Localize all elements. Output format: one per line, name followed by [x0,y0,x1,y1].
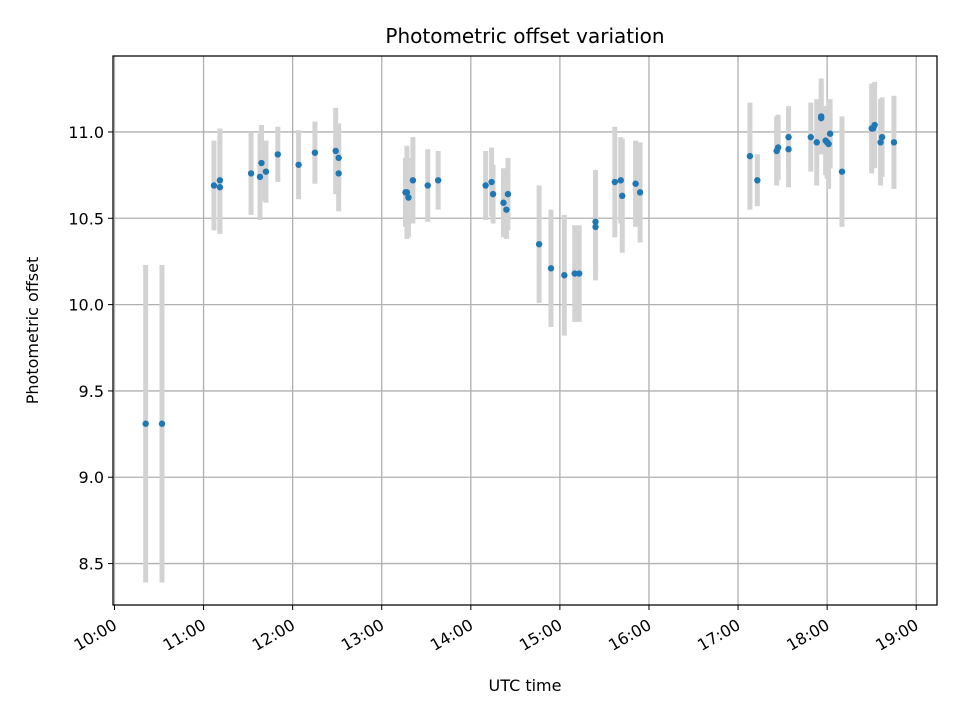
data-point [547,265,555,272]
plot-frame [112,55,938,606]
data-point [500,199,507,206]
y-tick-label: 11.0 [68,123,104,142]
data-point [424,182,431,189]
x-tick-label: 14:00 [427,615,476,655]
data-point [636,189,644,196]
data-point [142,420,149,427]
data-point [409,177,417,184]
data-point [274,151,281,158]
data-point [247,170,255,177]
data-point [774,144,782,151]
y-tick-label: 10.5 [68,209,104,228]
data-point [488,178,495,186]
data-point [571,270,578,277]
data-point [561,272,568,279]
data-point [335,170,342,177]
data-point [335,154,342,162]
data-point [838,168,846,175]
y-tick-label: 8.5 [79,555,104,574]
error-bars [143,78,897,583]
y-tick-label: 10.0 [68,296,104,315]
data-point [826,130,834,137]
data-point [871,121,878,129]
data-point [877,139,884,146]
data-point [258,159,265,167]
data-point [617,177,624,184]
data-point [489,190,497,198]
y-axis-label: Photometric offset [23,257,42,405]
data-point [434,177,442,184]
data-point [482,182,489,189]
data-point [262,168,270,175]
data-point [890,139,898,146]
x-tick-label: 12:00 [249,615,298,655]
data-point [575,270,583,277]
y-tick-label: 9.0 [79,468,104,487]
data-point [210,182,218,189]
x-tick-label: 10:00 [71,615,120,655]
x-tick-label: 17:00 [694,615,743,655]
data-point [754,177,761,184]
x-tick-label: 15:00 [516,615,565,655]
data-point [592,218,599,225]
data-point [785,133,792,141]
x-axis-label: UTC time [489,676,562,695]
data-point [158,420,166,427]
data-point [825,140,832,148]
y-tick-label: 9.5 [79,382,104,401]
x-tick-label: 16:00 [605,615,654,655]
data-point [295,161,302,168]
data-point [619,192,626,200]
data-points [142,113,898,427]
data-point [746,152,754,160]
x-tick-label: 11:00 [160,615,209,655]
data-point [807,133,815,141]
data-point [332,147,339,155]
data-point [256,173,264,181]
data-point [632,180,639,187]
data-point [817,114,825,122]
x-tick-label: 19:00 [872,615,921,655]
data-point [405,194,412,201]
data-point [216,177,224,184]
chart-title: Photometric offset variation [385,24,664,48]
data-point [785,146,792,153]
data-point [403,189,411,196]
x-tick-label: 13:00 [338,615,387,655]
data-point [611,178,619,186]
data-point [503,206,510,213]
data-point [311,149,319,156]
data-point [535,240,543,248]
data-point [878,133,886,141]
data-point [504,190,512,198]
x-tick-label: 18:00 [783,615,832,655]
data-point [813,139,820,146]
data-point [592,223,599,231]
data-point [216,184,224,191]
grid [113,56,937,605]
